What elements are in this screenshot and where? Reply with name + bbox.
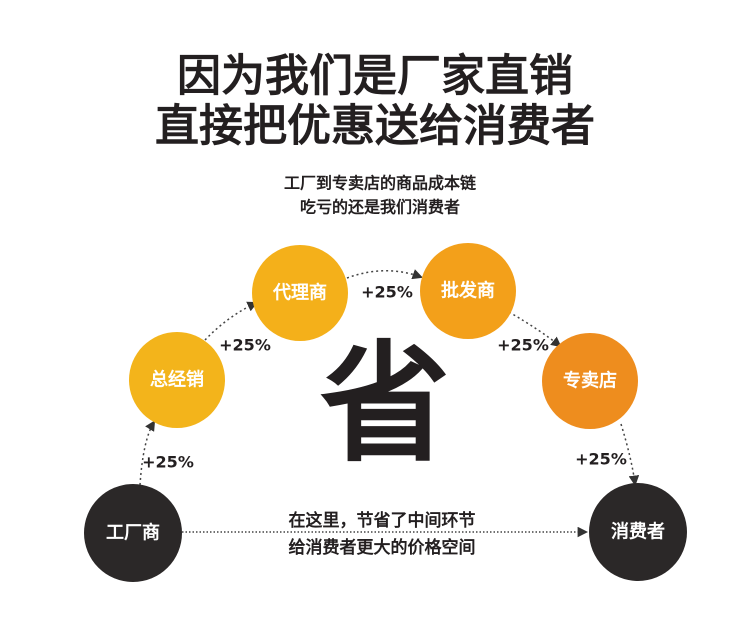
- node-label: 批发商: [441, 280, 495, 302]
- node-wholesaler: 批发商: [420, 243, 516, 339]
- bottom-text-line-2: 给消费者更大的价格空间: [289, 537, 476, 558]
- arrow-distributor-to-agent: [204, 301, 258, 341]
- node-circle: [252, 245, 348, 341]
- node-consumer: 消费者: [589, 483, 687, 581]
- node-circle: [420, 243, 516, 339]
- node-label: 专卖店: [563, 370, 617, 392]
- node-label: 代理商: [272, 282, 327, 304]
- arrow-wholesaler-to-store: [508, 311, 562, 348]
- markup-label: +25%: [219, 336, 271, 355]
- node-store: 专卖店: [542, 333, 638, 429]
- node-circle: [589, 483, 687, 581]
- title-line-1: 因为我们是厂家直销: [177, 51, 573, 102]
- node-circle: [84, 484, 182, 582]
- node-agent: 代理商: [252, 245, 348, 341]
- node-label: 工厂商: [106, 522, 160, 544]
- node-circle: [129, 332, 225, 428]
- arrow-store-to-consumer: [620, 423, 640, 487]
- node-label: 消费者: [611, 521, 665, 543]
- markup-label: +25%: [497, 336, 549, 355]
- save-character: 省: [320, 328, 450, 480]
- node-circle: [542, 333, 638, 429]
- subtitle-line-1: 工厂到专卖店的商品成本链: [284, 174, 477, 193]
- node-factory: 工厂商: [84, 484, 182, 582]
- markup-label: +25%: [142, 453, 194, 472]
- node-label: 总经销: [150, 369, 204, 391]
- subtitle-line-2: 吃亏的还是我们消费者: [300, 198, 460, 217]
- bottom-text-line-1: 在这里，节省了中间环节: [289, 510, 476, 531]
- markup-label: +25%: [361, 283, 413, 302]
- arrow-factory-to-distributor: [139, 420, 156, 486]
- title-line-2: 直接把优惠送给消费者: [155, 101, 595, 152]
- node-general-distributor: 总经销: [129, 332, 225, 428]
- arrow-agent-to-wholesaler: [346, 269, 423, 280]
- markup-label: +25%: [575, 450, 627, 469]
